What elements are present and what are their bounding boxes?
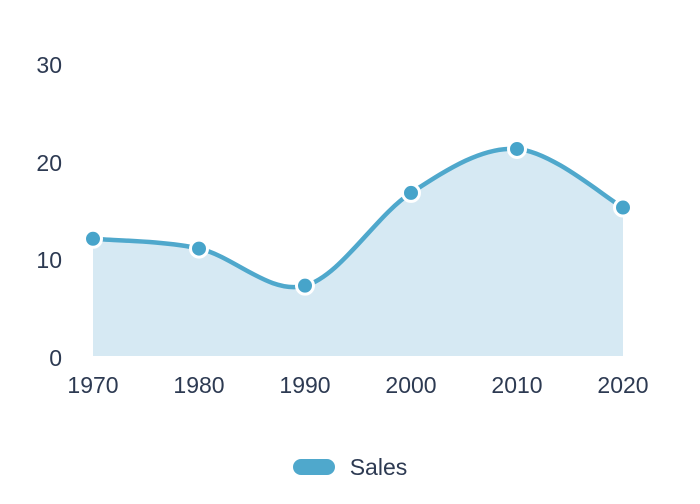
x-axis-tick-label: 2000 xyxy=(385,372,437,398)
y-axis-tick-label: 0 xyxy=(49,345,62,371)
x-axis-tick-label: 1970 xyxy=(67,372,119,398)
x-axis-tick-label: 1980 xyxy=(173,372,225,398)
y-axis-tick-label: 10 xyxy=(36,247,62,274)
y-axis-tick-label: 20 xyxy=(36,149,62,176)
legend-item-sales[interactable]: Sales xyxy=(0,452,700,482)
y-axis-tick-label: 30 xyxy=(36,52,62,78)
data-point-1970[interactable] xyxy=(83,228,103,249)
data-point-2000[interactable] xyxy=(401,182,421,203)
x-axis-tick-label: 2020 xyxy=(597,372,649,398)
data-point-1990[interactable] xyxy=(295,275,315,296)
area-fill xyxy=(93,148,623,356)
legend-marker-icon xyxy=(292,459,335,475)
legend-label: Sales xyxy=(349,454,408,480)
x-axis-tick-label: 1990 xyxy=(279,372,331,398)
x-axis-tick-label: 2010 xyxy=(491,372,543,398)
data-point-2010[interactable] xyxy=(507,138,527,159)
data-point-2020[interactable] xyxy=(613,197,633,218)
data-point-1980[interactable] xyxy=(189,238,209,259)
data-points xyxy=(83,138,633,296)
